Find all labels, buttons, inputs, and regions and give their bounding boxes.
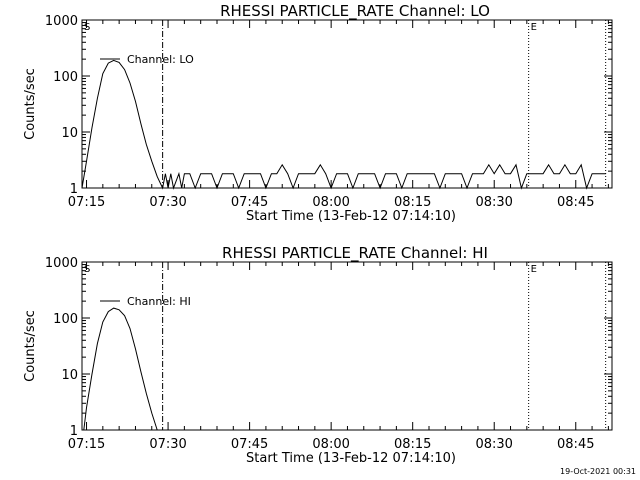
- chart1-x-tick-label: 08:30: [475, 195, 512, 210]
- chart2-x-axis-label: Start Time (13-Feb-12 07:14:10): [246, 451, 456, 466]
- chart1-legend-label: Channel: LO: [127, 53, 194, 66]
- chart1-x-tick-label: 07:15: [68, 195, 105, 210]
- chart2-x-tick-label: 08:15: [394, 437, 431, 452]
- chart1-x-ticks: [86, 20, 609, 188]
- chart2-series-line: [83, 307, 158, 431]
- chart2-y-ticks: [82, 261, 612, 431]
- chart2-y-tick-label: 10: [61, 368, 78, 383]
- chart1-y-tick-label: 1000: [45, 14, 78, 29]
- chart1-y-tick-label: 100: [53, 70, 78, 85]
- chart2-time-marker-label: S: [84, 264, 90, 275]
- chart2-plot-frame: [81, 261, 613, 431]
- chart2-x-tick-label: 08:00: [312, 437, 349, 452]
- chart1-x-tick-label: 08:15: [394, 195, 431, 210]
- chart1-x-tick-label: 07:30: [149, 195, 186, 210]
- chart1-y-tick-label: 10: [61, 126, 78, 141]
- chart2-legend-label: Channel: HI: [127, 295, 191, 308]
- chart1-y-ticks: [82, 19, 612, 189]
- chart2-x-tick-label: 07:15: [68, 437, 105, 452]
- chart1-plot-frame: [81, 19, 613, 189]
- chart2-x-tick-label: 07:30: [149, 437, 186, 452]
- chart2-x-tick-label: 08:30: [475, 437, 512, 452]
- chart1-x-tick-label: 08:00: [312, 195, 349, 210]
- chart1-x-axis-label: Start Time (13-Feb-12 07:14:10): [246, 209, 456, 224]
- chart1-y-tick-label: 1: [70, 182, 78, 197]
- chart2-y-axis-label: Counts/sec: [23, 310, 38, 382]
- chart2-title: RHESSI PARTICLE_RATE Channel: HI: [222, 244, 488, 263]
- chart1-time-marker-label: E: [531, 22, 537, 33]
- chart1-title: RHESSI PARTICLE_RATE Channel: LO: [220, 2, 490, 21]
- chart1-x-tick-label: 08:45: [557, 195, 594, 210]
- chart2-y-tick-label: 100: [53, 312, 78, 327]
- chart2-time-marker-label: E: [531, 264, 537, 275]
- chart2-y-tick-label: 1: [70, 424, 78, 439]
- date-stamp: 19-Oct-2021 00:31: [560, 467, 636, 476]
- chart2-x-ticks: [86, 262, 609, 430]
- chart2-y-tick-label: 1000: [45, 256, 78, 271]
- chart1-x-tick-label: 07:45: [231, 195, 268, 210]
- chart2-x-tick-label: 07:45: [231, 437, 268, 452]
- chart1-time-marker-label: S: [84, 22, 90, 33]
- chart1-series-line: [81, 59, 606, 190]
- chart1-y-axis-label: Counts/sec: [23, 68, 38, 140]
- chart2-x-tick-label: 08:45: [557, 437, 594, 452]
